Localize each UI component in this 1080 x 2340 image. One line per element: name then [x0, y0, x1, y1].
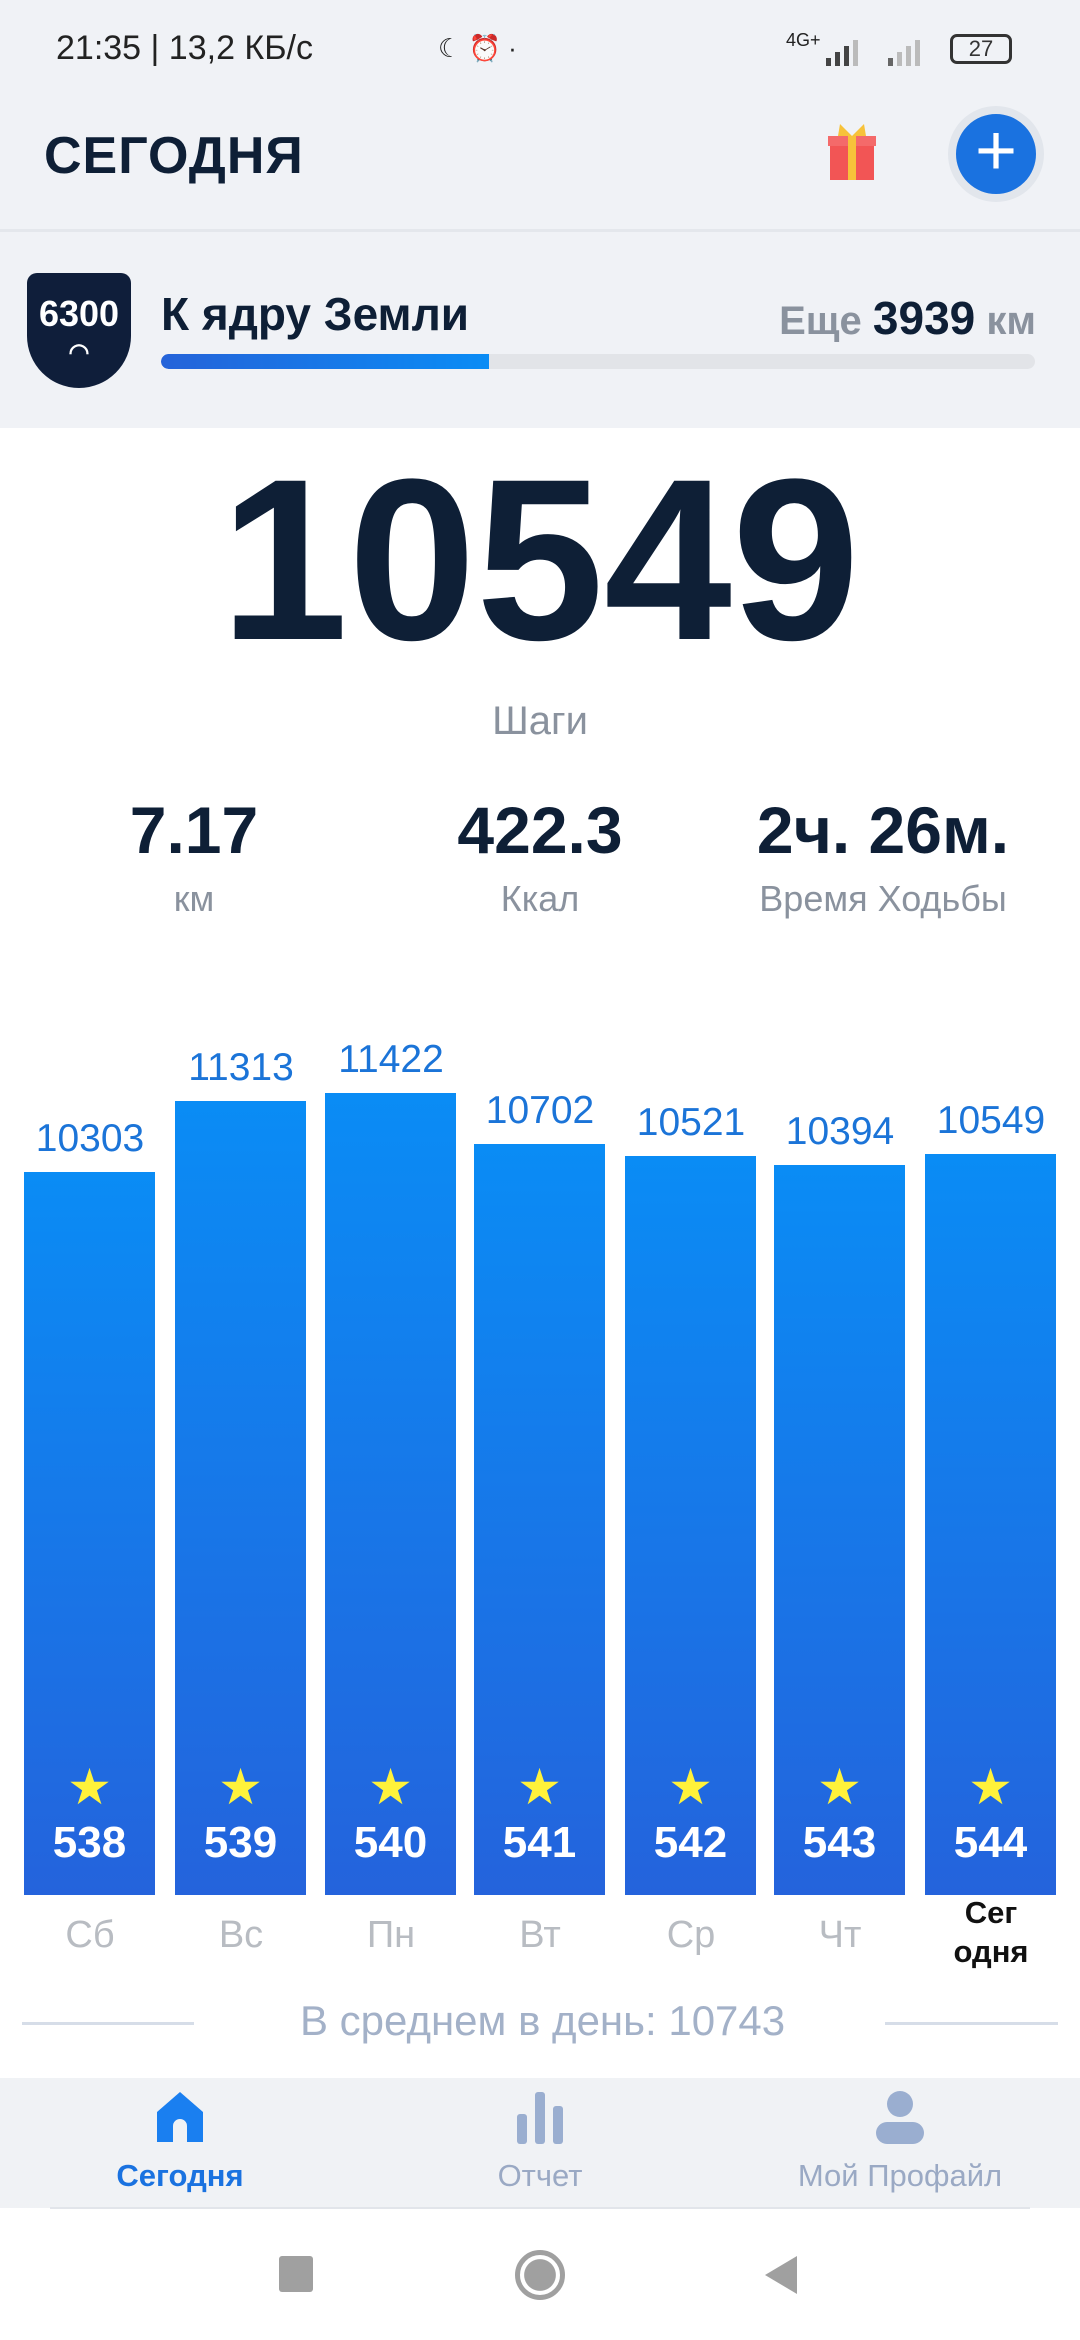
day-label: Ср [666, 1914, 716, 1956]
day-label: Чт [818, 1914, 862, 1956]
speedometer-icon: ◠ [68, 339, 90, 366]
chart-bar[interactable] [325, 1093, 456, 1895]
goal-remaining: Еще 3939 км [779, 292, 1036, 344]
bar-value-label: 10394 [785, 1110, 895, 1154]
day-label: Пн [366, 1914, 416, 1956]
steps-count: 10549 [220, 431, 860, 688]
steps-label: Шаги [492, 699, 588, 743]
goal-progress-bar [161, 354, 1035, 369]
goal-progress-fill [161, 354, 489, 369]
nav-today[interactable]: Сегодня [30, 2090, 330, 2195]
star-icon: ★ [668, 1759, 713, 1815]
day-label: Вс [218, 1914, 264, 1956]
chart-bar[interactable] [24, 1171, 155, 1895]
star-icon: ★ [817, 1759, 862, 1815]
stat-calories: 422.3 Ккал [457, 793, 623, 919]
divider [885, 2022, 1058, 2025]
signal-icon [826, 40, 920, 66]
bar-value-label: 11422 [338, 1038, 444, 1081]
streak-number: 539 [203, 1818, 278, 1867]
plus-icon: + [974, 111, 1018, 191]
star-icon: ★ [368, 1759, 413, 1815]
average-per-day: В среднем в день: 10743 [300, 1997, 786, 2044]
chart-bar[interactable] [774, 1165, 905, 1895]
chart-bar[interactable] [625, 1156, 756, 1895]
chart-bar[interactable] [175, 1100, 306, 1895]
chart-bar[interactable] [925, 1154, 1056, 1895]
status-time: 21:35 | 13,2 КБ/с [56, 29, 313, 67]
bar-value-label: 11313 [188, 1045, 294, 1089]
star-icon: ★ [67, 1759, 112, 1815]
streak-number: 541 [502, 1818, 577, 1867]
home-button[interactable] [515, 2250, 565, 2300]
goal-badge[interactable]: 6300 ◠ [27, 273, 131, 388]
streak-number: 542 [653, 1818, 728, 1867]
recents-button[interactable] [279, 2256, 313, 2292]
add-button[interactable]: + [948, 106, 1044, 202]
divider [22, 2022, 194, 2025]
goal-title[interactable]: К ядру Земли [161, 288, 470, 340]
star-icon: ★ [517, 1759, 562, 1815]
nav-report[interactable]: Отчет [390, 2090, 690, 2195]
battery-icon: 27 [950, 34, 1012, 64]
today-label-part: одня [953, 1934, 1029, 1969]
star-icon: ★ [218, 1759, 263, 1815]
stat-distance: 7.17 км [129, 793, 259, 919]
chart-bar[interactable] [474, 1143, 605, 1895]
moon-icon: ☾ ⏰ · [438, 33, 517, 63]
streak-number: 540 [353, 1818, 428, 1867]
today-label-part: Сег [964, 1895, 1018, 1930]
bar-value-label: 10549 [936, 1099, 1046, 1143]
page-title: СЕГОДНЯ [44, 127, 304, 185]
divider [50, 2207, 1030, 2209]
day-label-today: Сег одня [921, 1893, 1061, 1971]
streak-number: 544 [953, 1818, 1028, 1867]
streak-number: 543 [802, 1818, 877, 1867]
badge-number: 6300 [38, 293, 120, 334]
star-icon: ★ [968, 1759, 1013, 1815]
bar-value-label: 10303 [35, 1116, 145, 1160]
network-label: 4G+ [786, 30, 821, 50]
bar-value-label: 10702 [485, 1088, 595, 1132]
bar-chart-icon [517, 2092, 563, 2144]
nav-profile[interactable]: Мой Профайл [750, 2090, 1050, 2195]
streak-number: 538 [52, 1818, 127, 1867]
home-icon [157, 2092, 203, 2142]
day-label: Вт [519, 1914, 561, 1956]
day-label: Сб [65, 1914, 115, 1956]
bar-value-label: 10521 [636, 1101, 746, 1145]
gift-icon[interactable] [826, 122, 878, 184]
back-button[interactable] [763, 2254, 799, 2296]
stat-walk-time: 2ч. 26м. Время Ходьбы [756, 793, 1010, 919]
profile-icon [876, 2091, 924, 2144]
divider [0, 229, 1080, 232]
